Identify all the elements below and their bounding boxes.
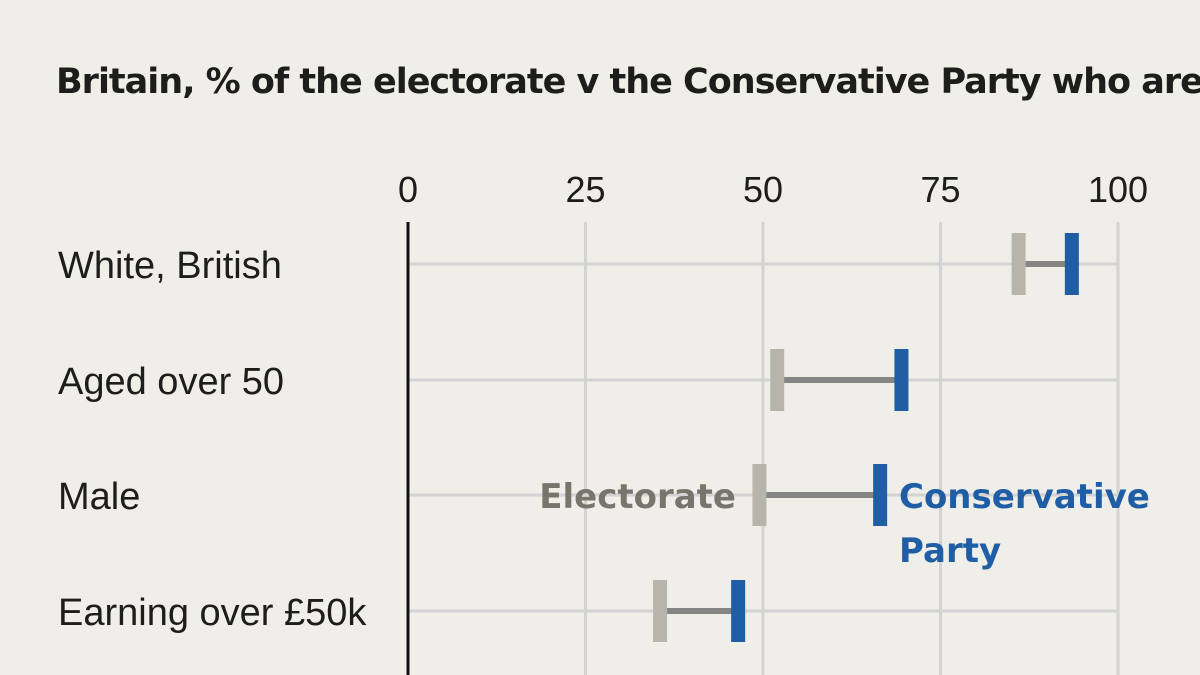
x-tick-label-50: 50	[743, 169, 783, 210]
dumbbell-marks	[653, 233, 1079, 642]
x-tick-label-25: 25	[565, 169, 605, 210]
x-tick-label-100: 100	[1088, 169, 1148, 210]
category-label-2: Male	[58, 476, 140, 518]
electorate-marker-0	[1011, 233, 1026, 295]
electorate-marker-2	[752, 464, 767, 526]
x-tick-label-75: 75	[920, 169, 960, 210]
chart-title: Britain, % of the electorate v the Conse…	[56, 62, 1200, 102]
electorate-marker-1	[770, 349, 785, 411]
conservative-marker-0	[1064, 233, 1079, 295]
legend-electorate: Electorate	[539, 477, 736, 517]
conservative-marker-1	[894, 349, 909, 411]
conservative-marker-3	[731, 580, 746, 642]
category-labels: White, British Aged over 50 Male Earning ov…	[58, 245, 367, 634]
conservative-marker-2	[873, 464, 888, 526]
legend-conservative-line2: Party	[899, 531, 1001, 571]
electorate-marker-3	[653, 580, 668, 642]
inline-legend: Electorate Conservative Party	[539, 477, 1150, 571]
x-tick-label-0: 0	[398, 169, 418, 210]
category-label-3: Earning over £50k	[58, 592, 367, 634]
gridlines	[584, 222, 1120, 675]
category-label-1: Aged over 50	[58, 361, 284, 403]
category-label-0: White, British	[58, 245, 282, 287]
x-tick-labels: 0 25 50 75 100	[398, 169, 1148, 210]
legend-conservative-line1: Conservative	[899, 477, 1150, 517]
row-lines	[406, 222, 1118, 675]
